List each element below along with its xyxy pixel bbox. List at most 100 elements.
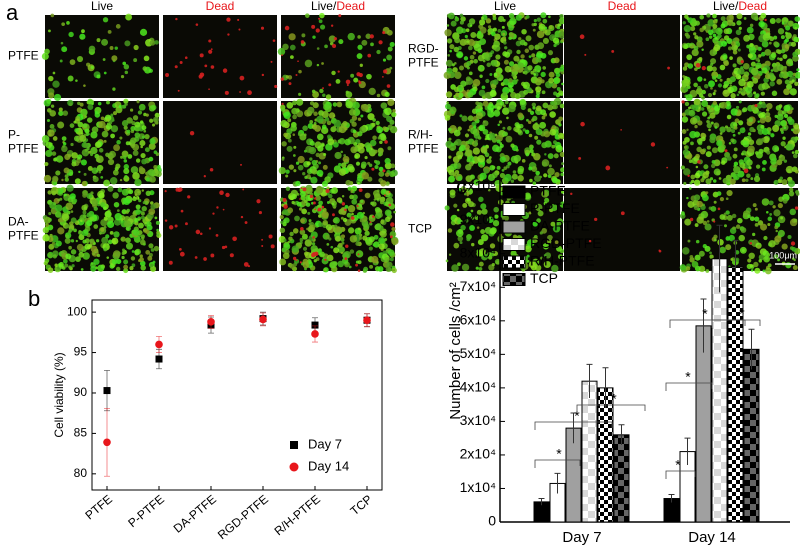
live-cell (793, 36, 799, 43)
live-cell (305, 145, 313, 153)
live-cell (789, 80, 793, 85)
live-cell (701, 111, 708, 117)
live-cell (79, 102, 84, 107)
live-cell (510, 250, 517, 257)
live-cell (556, 245, 563, 252)
live-cell (786, 83, 793, 90)
live-cell (132, 150, 139, 156)
live-cell (356, 53, 363, 59)
live-cell (128, 189, 134, 195)
live-cell (525, 35, 532, 42)
live-cell (795, 192, 800, 196)
dead-cell (315, 28, 320, 33)
live-cell (132, 172, 140, 180)
live-cell (144, 147, 150, 153)
dead-cell (189, 130, 195, 136)
live-cell (764, 60, 771, 67)
live-cell (526, 254, 530, 258)
dead-cell (243, 262, 249, 267)
live-cell (788, 20, 794, 27)
live-cell (304, 13, 310, 18)
live-cell (710, 206, 717, 212)
dead-cell (179, 61, 183, 65)
live-cell (337, 260, 345, 268)
live-cell (755, 57, 760, 62)
dead-cell (282, 197, 287, 202)
x-tick-label: R/H-PTFE (272, 492, 323, 538)
live-cell (468, 161, 474, 167)
live-cell (528, 55, 532, 58)
live-cell (693, 45, 699, 51)
live-cell (528, 211, 532, 215)
dead-cell (701, 66, 706, 71)
live-cell (480, 203, 487, 210)
live-cell (454, 37, 461, 44)
live-cell (712, 92, 716, 96)
live-cell (750, 12, 759, 20)
live-cell (153, 165, 158, 170)
live-cell (139, 254, 143, 258)
live-cell (112, 87, 116, 91)
live-cell (86, 147, 90, 151)
live-cell (714, 105, 721, 112)
live-cell (794, 81, 799, 86)
live-cell (533, 73, 537, 76)
live-cell (699, 93, 704, 98)
live-cell (698, 57, 703, 61)
live-cell (793, 218, 798, 223)
live-cell (129, 266, 134, 271)
dead-cell (203, 175, 206, 178)
live-cell (688, 159, 693, 163)
live-cell (156, 228, 159, 232)
dead-cell (322, 87, 324, 90)
live-cell (777, 28, 785, 35)
live-cell (80, 219, 83, 222)
dead-cell (333, 37, 338, 41)
live-cell (711, 107, 715, 111)
live-cell (463, 56, 469, 61)
live-cell (340, 237, 345, 242)
error-bar (732, 239, 739, 294)
live-cell (709, 136, 716, 144)
live-cell (532, 181, 537, 186)
live-cell (543, 173, 548, 178)
live-cell (542, 37, 549, 44)
live-cell (323, 103, 330, 111)
live-cell (143, 129, 147, 133)
live-cell (384, 107, 392, 116)
live-cell (100, 227, 105, 232)
live-cell (502, 36, 507, 40)
live-cell (696, 200, 703, 208)
live-cell (67, 153, 72, 158)
live-cell (69, 221, 74, 226)
live-cell (538, 23, 546, 31)
live-cell (536, 30, 545, 39)
live-cell (352, 101, 360, 110)
live-cell (379, 140, 383, 145)
live-cell (557, 23, 561, 27)
live-cell (292, 228, 299, 234)
live-cell (346, 212, 352, 218)
live-cell (793, 258, 796, 262)
live-cell (747, 258, 752, 263)
live-cell (685, 34, 691, 39)
panel-label: a (6, 0, 19, 25)
live-cell (454, 62, 457, 65)
dead-cell (280, 77, 285, 81)
live-cell (755, 151, 763, 159)
live-cell (706, 65, 713, 72)
dead-cell (687, 174, 690, 178)
live-cell (497, 29, 502, 33)
column-header: Dead (608, 0, 637, 13)
live-cell (305, 187, 313, 195)
live-cell (786, 70, 794, 78)
live-cell (683, 181, 687, 185)
live-cell (697, 85, 701, 90)
live-cell (280, 119, 288, 128)
live-cell (454, 138, 462, 146)
live-cell (711, 66, 717, 72)
live-cell (326, 120, 332, 126)
live-cell (65, 202, 73, 210)
live-cell (384, 91, 390, 98)
live-cell (720, 16, 726, 22)
